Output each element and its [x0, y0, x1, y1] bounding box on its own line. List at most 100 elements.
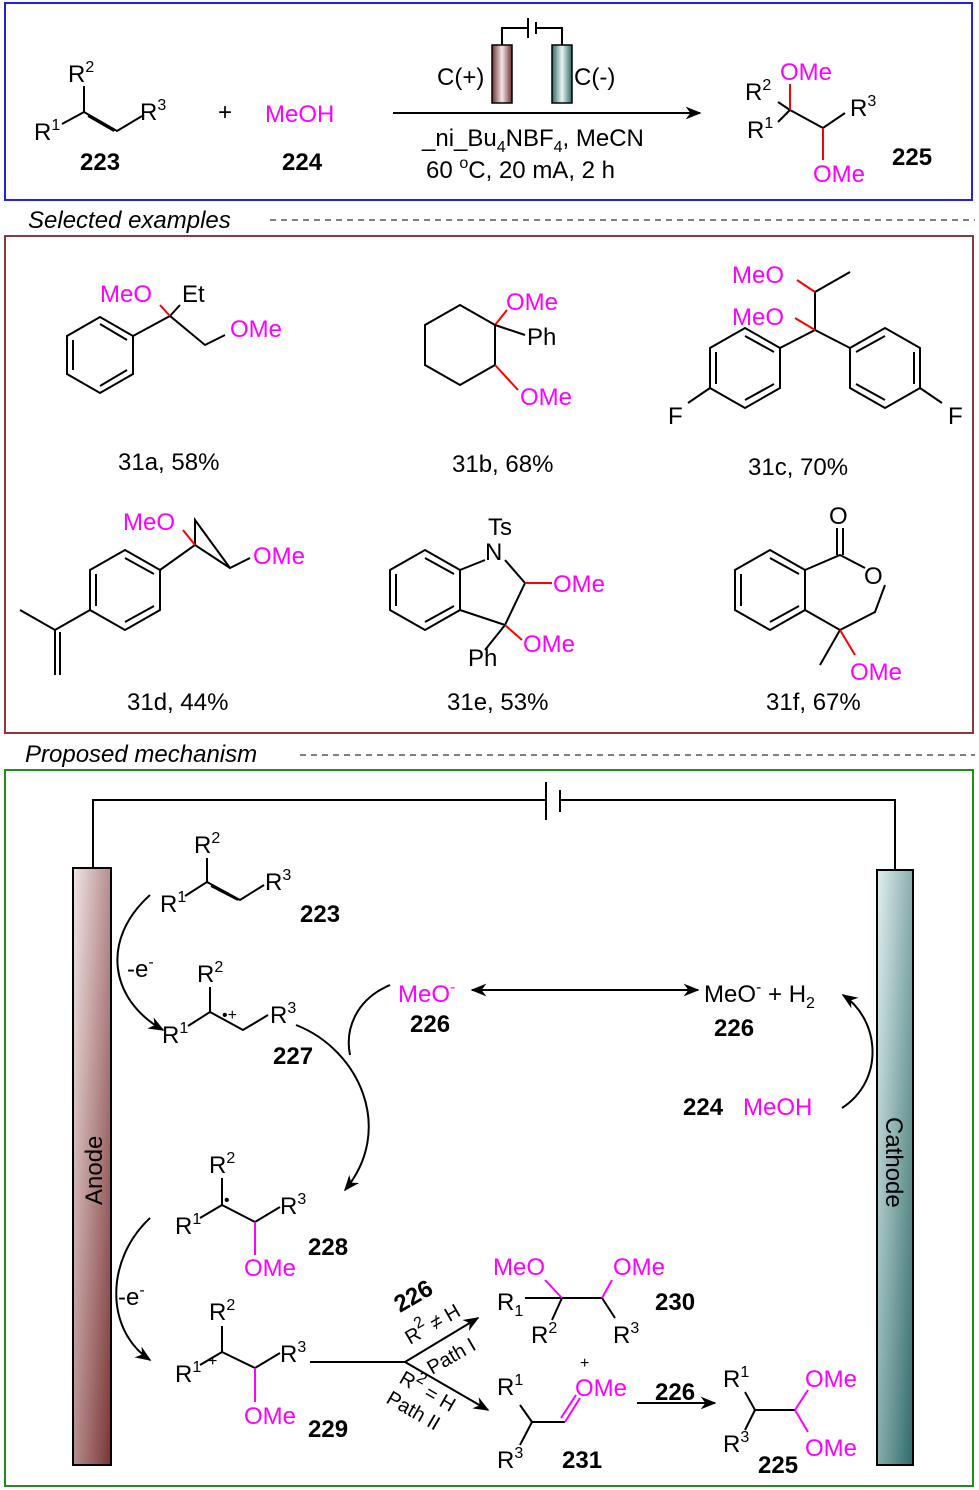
cation-charge: + — [580, 1355, 589, 1372]
r3-label: R3​ — [280, 1191, 306, 1220]
mech-228: R2​ • R1​ R3​ OMe 228 — [175, 1150, 348, 1282]
r1-label: R1​ — [747, 115, 773, 144]
cathode-electrode — [551, 44, 573, 104]
example-31d: MeO OMe 31d, 44% — [19, 509, 305, 716]
methoxy-label: OMe — [805, 1435, 857, 1462]
anode-electrode — [491, 44, 513, 104]
compound-number: 224 — [282, 149, 323, 176]
examples-box — [4, 235, 974, 734]
methoxy-label: OMe — [253, 543, 305, 570]
oxocarbenium-label: OMe — [575, 1375, 627, 1402]
mech-227: R2​ R1​ •+ R3​ 227 — [162, 959, 313, 1070]
r1-label: R1​ — [497, 1289, 523, 1320]
tosyl-label: Ts — [488, 514, 512, 541]
compound-number: 231 — [562, 1447, 602, 1474]
anode-label: C(+) — [437, 64, 484, 91]
example-label: 31c, 70% — [748, 454, 848, 481]
methoxy-label: OMe — [780, 59, 832, 86]
methoxide-hydrogen: MeO-​ + H2​ — [704, 979, 815, 1012]
methoxy-label: MeO — [123, 509, 175, 536]
r2-label: R2​ — [745, 77, 771, 106]
r3-label: R3​ — [613, 1320, 639, 1349]
example-label: 31a, 58% — [118, 449, 219, 476]
r2-label: R2​ — [209, 1150, 235, 1179]
methoxy-label: OMe — [805, 1366, 857, 1393]
methoxide-anion: MeO-​ — [398, 979, 455, 1008]
methoxy-label: MeO — [100, 281, 152, 308]
compound-number: 226 — [390, 1275, 438, 1318]
compound-number: 229 — [308, 1416, 348, 1443]
methoxy-label: OMe — [230, 316, 282, 343]
r3-label: R3​ — [280, 1339, 306, 1368]
compound-number: 225 — [758, 1452, 798, 1479]
ethyl-label: Et — [182, 281, 205, 308]
r3-label: R3​ — [140, 97, 166, 126]
mech-225: R1​ OMe R3​ OMe 225 — [723, 1364, 857, 1479]
mech-231: R1​ + OMe R3​ 231 — [497, 1355, 627, 1474]
reaction-box — [4, 2, 973, 201]
r1-label: R1​ — [723, 1364, 749, 1393]
cation-charge: + — [208, 1353, 217, 1370]
compound-number: 224 — [683, 1094, 724, 1121]
r1-label: R1​ — [175, 1211, 201, 1240]
methoxy-label: OMe — [244, 1255, 296, 1282]
methoxy-label: OMe — [813, 161, 865, 188]
r3-label: R3​ — [497, 1445, 523, 1474]
plus-sign: + — [218, 99, 232, 126]
compound-number: 223 — [80, 149, 120, 176]
phenyl-label: Ph — [527, 324, 556, 351]
mechanism-heading: Proposed mechanism — [25, 741, 257, 768]
product-225: R2​ OMe R1​ R3​ OMe 225 — [745, 59, 932, 188]
methanol: MeOH — [743, 1094, 812, 1121]
radical-cation: •+ — [222, 1007, 237, 1024]
path-1-label: Path I — [424, 1334, 480, 1379]
anode-label: Anode — [81, 1136, 108, 1205]
mechanism-box — [4, 769, 974, 1487]
reactant-223: R2​ R1​ R3​ 223 — [34, 59, 166, 176]
r1-label: R1​ — [160, 889, 186, 918]
addition-arrow — [295, 1024, 370, 1192]
example-31a: MeO Et OMe 31a, 58% — [66, 281, 282, 476]
r1-label: R1​ — [34, 117, 60, 146]
example-31e: Ts N OMe OMe Ph 31e, 53% — [389, 514, 605, 716]
r3-label: R3​ — [265, 867, 291, 896]
methoxy-label: OMe — [850, 659, 902, 686]
mechanism-circuit: Anode Cathode — [72, 782, 914, 1466]
path-1-arrow — [404, 1317, 480, 1363]
methoxy-label: OMe — [244, 1403, 296, 1430]
r1-label: R1​ — [175, 1359, 201, 1388]
r2-label: R2​ — [194, 830, 220, 859]
r1-label: R1​ — [162, 1020, 188, 1049]
oxidation-arrow — [116, 894, 165, 1031]
methoxide-join-arrow — [347, 984, 391, 1056]
example-31b: OMe Ph OMe 31b, 68% — [424, 289, 572, 478]
methoxy-label: MeO — [732, 304, 784, 331]
electron-loss-label: -e-​ — [127, 954, 154, 983]
mech-223: R2​ R1​ R3​ 223 — [160, 830, 340, 928]
r2-label: R2​ — [531, 1320, 557, 1349]
anode-electrode — [72, 867, 112, 1466]
nitrogen-label: N — [485, 539, 502, 566]
fluorine-label: F — [948, 403, 963, 430]
compound-number: 227 — [273, 1043, 313, 1070]
r1-label: R1​ — [497, 1372, 523, 1401]
compound-number: 230 — [655, 1289, 695, 1316]
compound-number: 228 — [308, 1234, 348, 1261]
mech-230: MeO OMe R1​ R2​ R3​ 230 — [493, 1254, 695, 1349]
r3-label: R3​ — [270, 1000, 296, 1029]
r2-label: R2​ — [197, 959, 223, 988]
methoxy-label: MeO — [493, 1254, 545, 1281]
example-label: 31e, 53% — [447, 689, 548, 716]
methoxy-label: OMe — [553, 571, 605, 598]
examples-heading: Selected examples — [28, 207, 231, 234]
ring-oxygen-label: O — [864, 563, 883, 590]
r2-label: R2​ — [209, 1297, 235, 1326]
example-label: 31d, 44% — [127, 689, 228, 716]
cathode-electrode — [876, 869, 914, 1466]
methoxy-label: OMe — [613, 1254, 665, 1281]
example-label: 31f, 67% — [766, 689, 861, 716]
r3-label: R3​ — [850, 93, 876, 122]
radical-dot: • — [224, 1192, 230, 1209]
compound-number: 226 — [655, 1379, 695, 1406]
